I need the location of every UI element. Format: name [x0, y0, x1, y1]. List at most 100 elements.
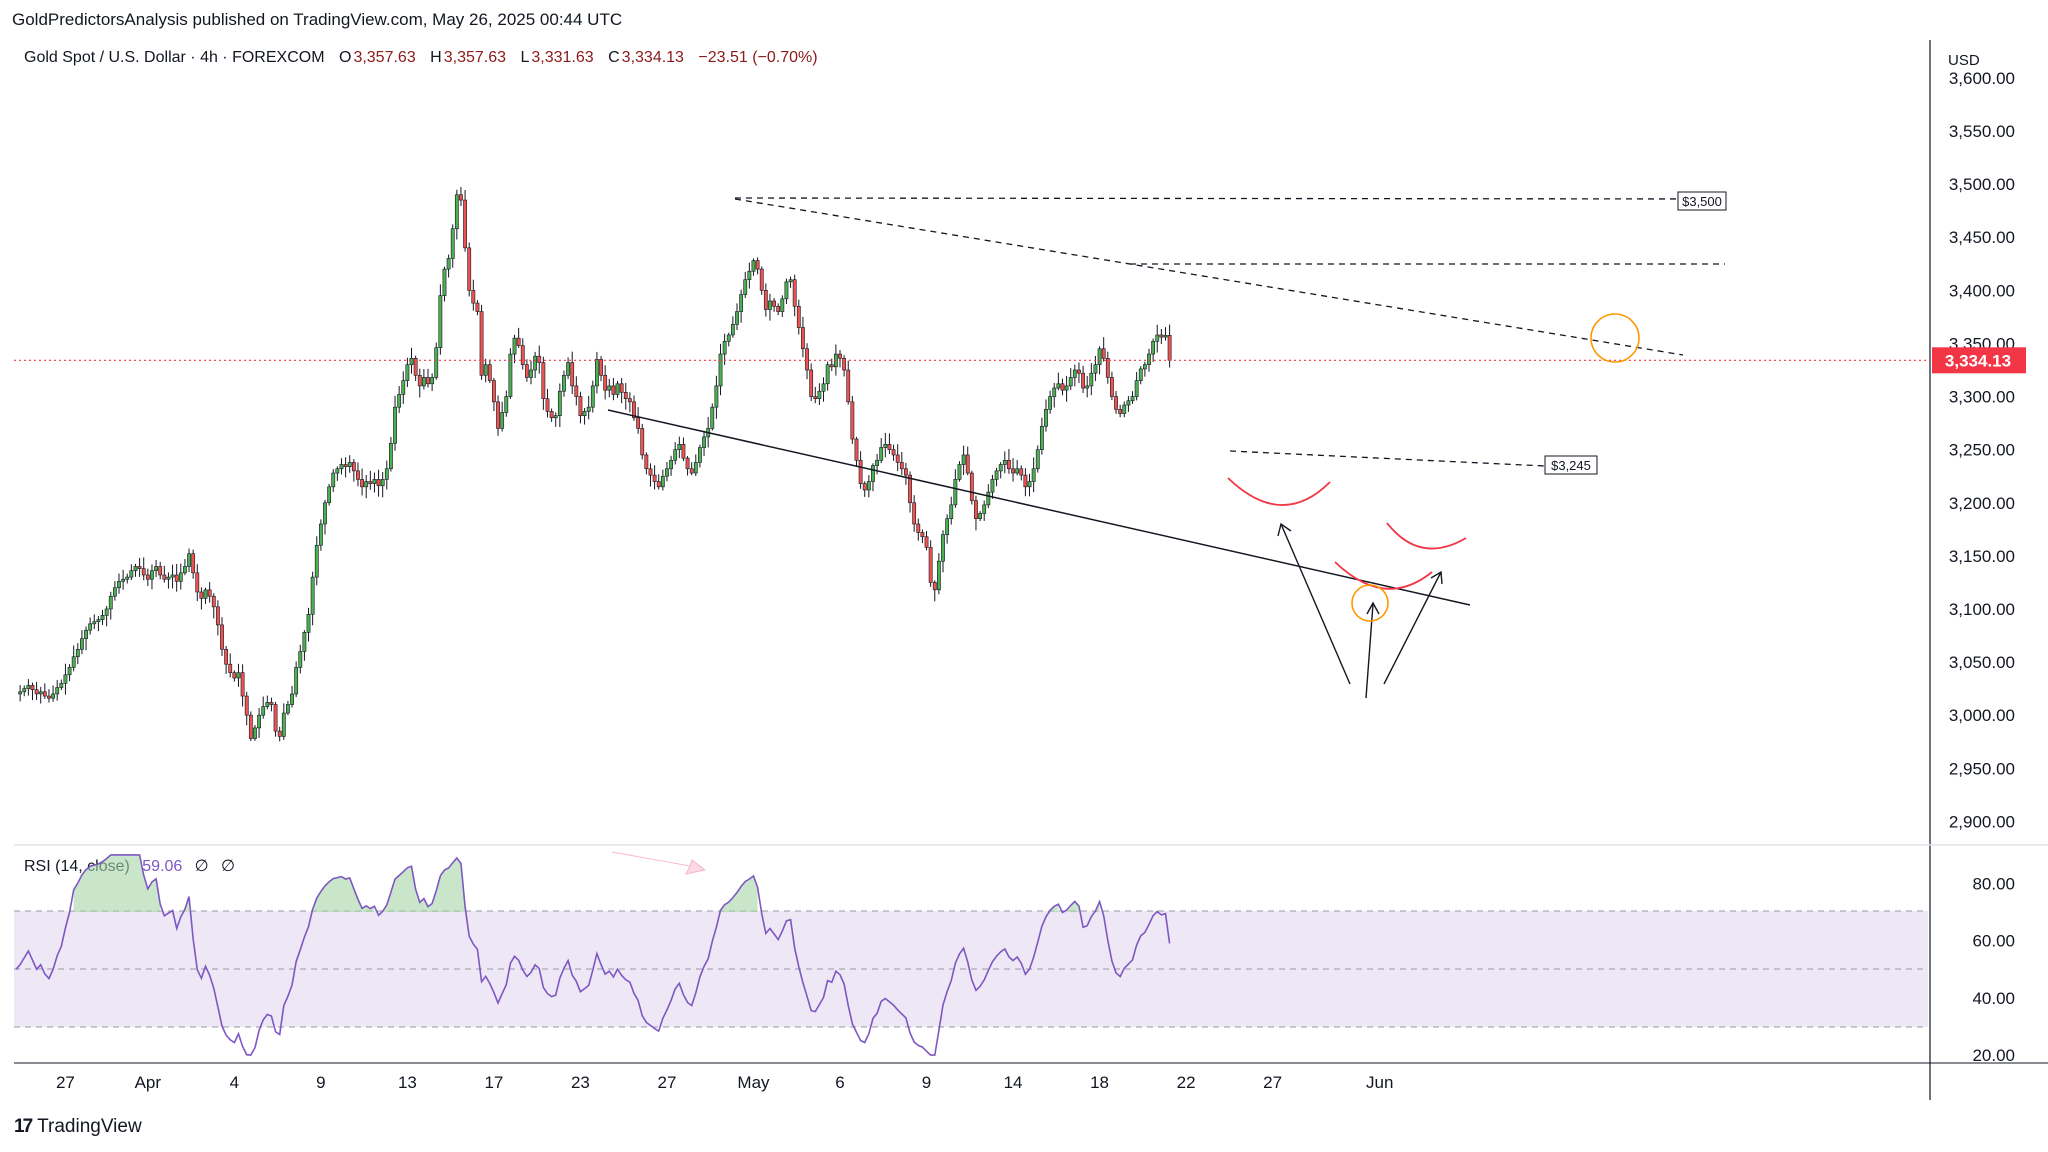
- candle-body: [108, 595, 113, 610]
- candle-body: [722, 341, 727, 355]
- price-tick-label: 3,000.00: [1949, 706, 2015, 725]
- price-tick-label: 3,450.00: [1949, 228, 2015, 247]
- candle-body: [516, 337, 521, 346]
- drawings[interactable]: $3,500 $3,245: [607, 191, 1727, 875]
- price-tick-label: 3,250.00: [1949, 441, 2015, 460]
- candle-body: [891, 449, 896, 456]
- candle-body: [1118, 408, 1123, 414]
- brand-name: TradingView: [37, 1116, 142, 1137]
- candle-body: [51, 693, 55, 699]
- candle-body: [883, 444, 888, 448]
- candle-body: [500, 412, 505, 429]
- symbol-name[interactable]: Gold Spot / U.S. Dollar · 4h · FOREXCOM: [24, 49, 325, 66]
- candle-body: [220, 624, 224, 650]
- candle-body: [343, 464, 348, 467]
- candle-body: [384, 468, 389, 480]
- candle-body: [475, 302, 480, 312]
- candle-body: [681, 444, 686, 459]
- candle-body: [755, 260, 760, 270]
- candle-body: [965, 454, 970, 474]
- price-tick-label: 3,400.00: [1949, 281, 2015, 300]
- rsi-tick-label: 40.00: [1972, 989, 2015, 1008]
- candles: [18, 186, 1172, 742]
- ohlc-low: L 3,331.63: [520, 49, 594, 66]
- candle-body: [545, 398, 550, 412]
- candle-body: [1147, 353, 1151, 365]
- candle-body: [603, 375, 608, 391]
- candle-body: [389, 442, 393, 470]
- candle-body: [1101, 348, 1106, 359]
- candle-body: [739, 294, 744, 312]
- time-tick-label: 23: [571, 1073, 590, 1092]
- candle-body: [978, 513, 982, 519]
- candle-body: [1110, 377, 1114, 397]
- neckline-3245[interactable]: [1229, 450, 1546, 467]
- candle-body: [409, 358, 414, 365]
- candle-body: [244, 695, 249, 716]
- candle-body: [446, 258, 451, 270]
- axis-labels: 2,900.00 2,950.00 3,000.00 3,050.00 3,100.00…: [56, 69, 2015, 1092]
- candle-body: [467, 247, 472, 291]
- candle-body: [961, 454, 966, 465]
- label-3245-box[interactable]: [1544, 455, 1598, 475]
- candle-body: [339, 464, 344, 470]
- tradingview-brand[interactable]: 17 TradingView: [14, 1116, 142, 1138]
- candle-body: [850, 401, 855, 440]
- time-tick-label: 27: [56, 1073, 75, 1092]
- candle-body: [562, 375, 566, 392]
- candle-body: [920, 532, 925, 538]
- candle-body: [294, 667, 299, 695]
- price-tick-label: 3,300.00: [1949, 388, 2015, 407]
- candle-body: [854, 438, 859, 461]
- candle-body: [574, 385, 579, 397]
- candle-body: [421, 377, 426, 387]
- candle-body: [471, 290, 476, 304]
- candle-body: [784, 281, 789, 300]
- candle-body: [1114, 396, 1118, 410]
- descending-trendline-dashed[interactable]: [734, 198, 1684, 356]
- resistance-3500-line[interactable]: [734, 197, 1726, 200]
- candle-body: [809, 369, 814, 397]
- candle-body: [323, 502, 327, 525]
- rsi-overbought-area: [73, 854, 161, 913]
- candle-body: [401, 380, 406, 395]
- candle-body: [261, 706, 266, 716]
- candle-body: [67, 667, 72, 676]
- candle-body: [1015, 468, 1020, 474]
- time-tick-label: 9: [316, 1073, 325, 1092]
- candle-body: [640, 428, 645, 456]
- candle-body: [1151, 341, 1156, 355]
- candle-body: [174, 574, 179, 582]
- candle-body: [121, 578, 126, 582]
- candle-body: [825, 364, 830, 385]
- candle-body: [508, 353, 513, 397]
- label-3500-box[interactable]: [1677, 191, 1727, 211]
- support-trendline[interactable]: [607, 409, 1471, 606]
- candle-body: [1138, 368, 1143, 381]
- candle-body: [30, 685, 35, 690]
- ohlc-open: O 3,357.63: [338, 49, 416, 66]
- candle-body: [821, 383, 826, 392]
- candle-body: [215, 606, 220, 626]
- currency-label[interactable]: USD: [1948, 52, 1980, 69]
- candle-body: [487, 364, 492, 381]
- candle-body: [1163, 335, 1168, 338]
- candle-body: [80, 638, 84, 650]
- candle-body: [1122, 404, 1127, 414]
- rsi-overbought-area: [720, 875, 758, 913]
- candle-body: [232, 672, 237, 679]
- candle-body: [693, 462, 698, 474]
- candle-body: [1077, 369, 1081, 374]
- candle-body: [838, 353, 842, 359]
- candle-body: [248, 714, 253, 739]
- candle-body: [417, 375, 422, 387]
- candle-body: [792, 279, 797, 307]
- candle-body: [59, 683, 64, 688]
- candle-body: [1019, 468, 1024, 476]
- candle-body: [228, 663, 233, 673]
- rsi-na-1: ∅: [194, 858, 209, 875]
- candle-body: [698, 447, 702, 463]
- symbol-legend: Gold Spot / U.S. Dollar · 4h · FOREXCOM …: [24, 49, 818, 67]
- candle-body: [829, 364, 834, 368]
